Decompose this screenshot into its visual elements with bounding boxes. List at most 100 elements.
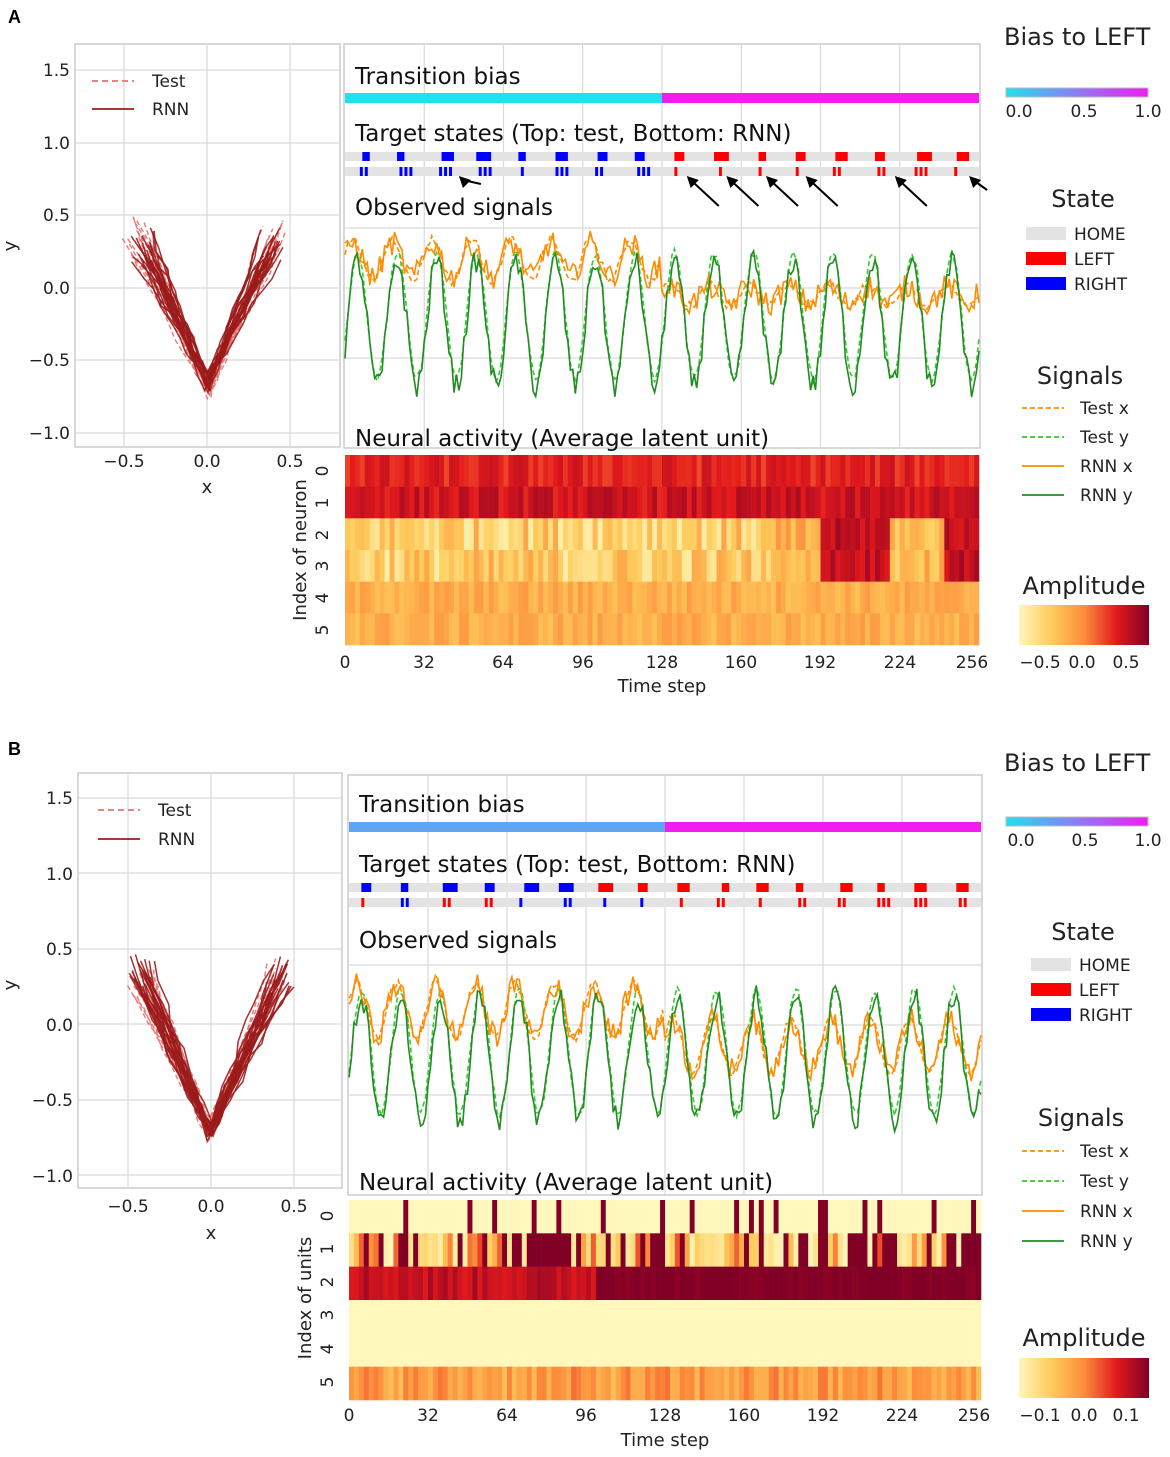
heatmap-cell <box>768 1366 774 1401</box>
heatmap-cell <box>793 1366 799 1401</box>
heatmap-cell <box>617 550 623 582</box>
heatmap-cell <box>775 550 782 582</box>
heatmap-cell <box>911 1200 918 1234</box>
heatmap-cell <box>934 613 940 646</box>
heatmap-cell <box>551 1200 557 1234</box>
heatmap-cell <box>383 1233 389 1267</box>
state-mark <box>919 898 923 907</box>
heatmap-cell <box>383 1333 389 1367</box>
heatmap-cell <box>507 1366 513 1401</box>
heatmap-cell <box>546 1200 552 1234</box>
heatmap-cell <box>951 1333 957 1367</box>
heatmap-cell <box>650 1266 656 1301</box>
heatmap-cell <box>803 1266 809 1301</box>
heatmap-cell <box>704 1300 710 1334</box>
heatmap-cell <box>805 518 811 551</box>
heatmap-cell <box>929 486 935 519</box>
heatmap-cell <box>592 581 598 614</box>
heatmap-cell <box>882 1333 888 1367</box>
heatmap-cell <box>832 1200 839 1234</box>
heatmap-cell <box>622 613 628 646</box>
heatmap-cell <box>865 518 871 551</box>
heatmap-cell <box>546 1300 552 1334</box>
heatmap-cell <box>906 1333 913 1367</box>
heatmap-cell <box>783 1300 789 1334</box>
heatmap-cell <box>847 1200 853 1234</box>
heatmap-cell <box>699 1366 705 1401</box>
heatmap-cell <box>428 1233 434 1267</box>
heatmap-cell <box>439 550 445 582</box>
heatmap-cell <box>473 455 480 487</box>
heatmap-cell <box>432 1333 439 1367</box>
heatmap-cell <box>803 1300 809 1334</box>
heatmap-cell <box>556 1333 562 1367</box>
heatmap-cell <box>916 1366 923 1401</box>
heatmap-cell <box>610 1233 616 1267</box>
heatmap-cell <box>696 613 702 646</box>
heatmap-cell <box>716 550 722 582</box>
heatmap-cell <box>748 1233 755 1267</box>
heatmap-cell <box>458 613 465 646</box>
heatmap-cell <box>581 1366 587 1401</box>
trajectory-rnn-series <box>130 227 284 395</box>
heatmap-cell <box>785 550 792 582</box>
heatmap-cell <box>388 1366 394 1401</box>
heatmap-cell <box>904 518 910 551</box>
heatmap-cell <box>477 1333 483 1367</box>
heatmap-cell <box>736 550 742 582</box>
heatmap-cell <box>862 1200 868 1234</box>
heatmap-cell <box>582 486 588 519</box>
heatmap-cell <box>615 1300 621 1334</box>
heatmap-cell <box>349 1333 355 1367</box>
heatmap-cell <box>478 486 484 519</box>
heatmap-cell <box>716 518 722 551</box>
heatmap-cell <box>393 1366 399 1401</box>
heatmap-cell <box>566 1333 572 1367</box>
heatmap-cell <box>647 581 653 614</box>
heatmap-cell <box>785 581 792 614</box>
heatmap-cell <box>666 550 673 582</box>
heatmap-cell <box>592 486 598 519</box>
heatmap-cell <box>944 518 950 551</box>
heatmap-cell <box>830 455 836 487</box>
heatmap-cell <box>482 1333 488 1367</box>
heatmap-cell <box>897 1366 903 1401</box>
heatmap-cell <box>924 486 930 519</box>
state-mark <box>877 167 881 176</box>
y-tick: −0.5 <box>32 1091 73 1111</box>
heatmap-cell <box>852 1300 858 1334</box>
heatmap-cell <box>696 486 702 519</box>
heatmap-cell <box>353 1233 360 1267</box>
heatmap-cell <box>567 455 574 487</box>
heatmap-cell <box>553 486 559 519</box>
heatmap-cell <box>493 550 499 582</box>
heatmap-cell <box>914 550 920 582</box>
heatmap-cell <box>442 1366 449 1401</box>
heatmap-cell <box>974 613 980 646</box>
state-mark <box>484 883 495 892</box>
heatmap-cell <box>825 550 831 582</box>
heatmap-cell <box>879 455 886 487</box>
heatmap-cell <box>630 1200 636 1234</box>
heatmap-cell <box>902 1300 908 1334</box>
heatmap-cell <box>961 1366 967 1401</box>
state-right-label: RIGHT <box>1074 275 1128 295</box>
heatmap-cell <box>793 1266 799 1301</box>
heatmap-cell <box>424 550 430 582</box>
heatmap-cell <box>832 1366 839 1401</box>
heatmap-cell <box>855 518 861 551</box>
heatmap-cell <box>815 581 821 614</box>
heatmap-cell <box>487 1200 493 1234</box>
heatmap-cell <box>437 1333 444 1367</box>
heatmap-cell <box>577 550 584 582</box>
heatmap-cell <box>349 550 356 582</box>
heatmap-cell <box>538 518 544 551</box>
heatmap-cell <box>874 613 881 646</box>
heatmap-cell <box>640 1200 646 1234</box>
heatmap-cell <box>541 1300 547 1334</box>
state-mark <box>597 152 608 161</box>
heatmap-cell <box>748 1266 755 1301</box>
heatmap-cell <box>429 518 435 551</box>
heatmap-cell <box>662 486 668 519</box>
heatmap-cell <box>855 581 861 614</box>
